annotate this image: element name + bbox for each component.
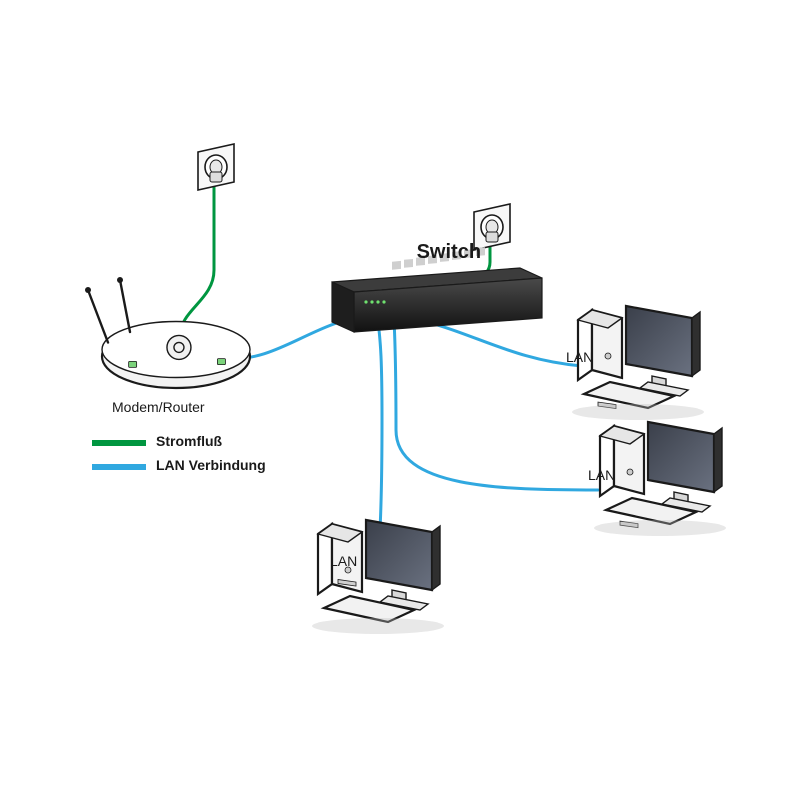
lan-label: LAN [588,467,615,483]
lan-label: LAN [330,553,357,569]
legend: Stromfluß LAN Verbindung [92,433,266,473]
lan-label: LAN [566,349,593,365]
switch-label: Switch [417,241,481,263]
lan-cables [222,314,598,560]
legend-label-lan: LAN Verbindung [156,457,266,473]
modem-router-label: Modem/Router [112,399,205,415]
legend-swatch-lan [92,464,146,470]
devices [85,144,726,634]
legend-label-power: Stromfluß [156,433,223,449]
legend-swatch-power [92,440,146,446]
